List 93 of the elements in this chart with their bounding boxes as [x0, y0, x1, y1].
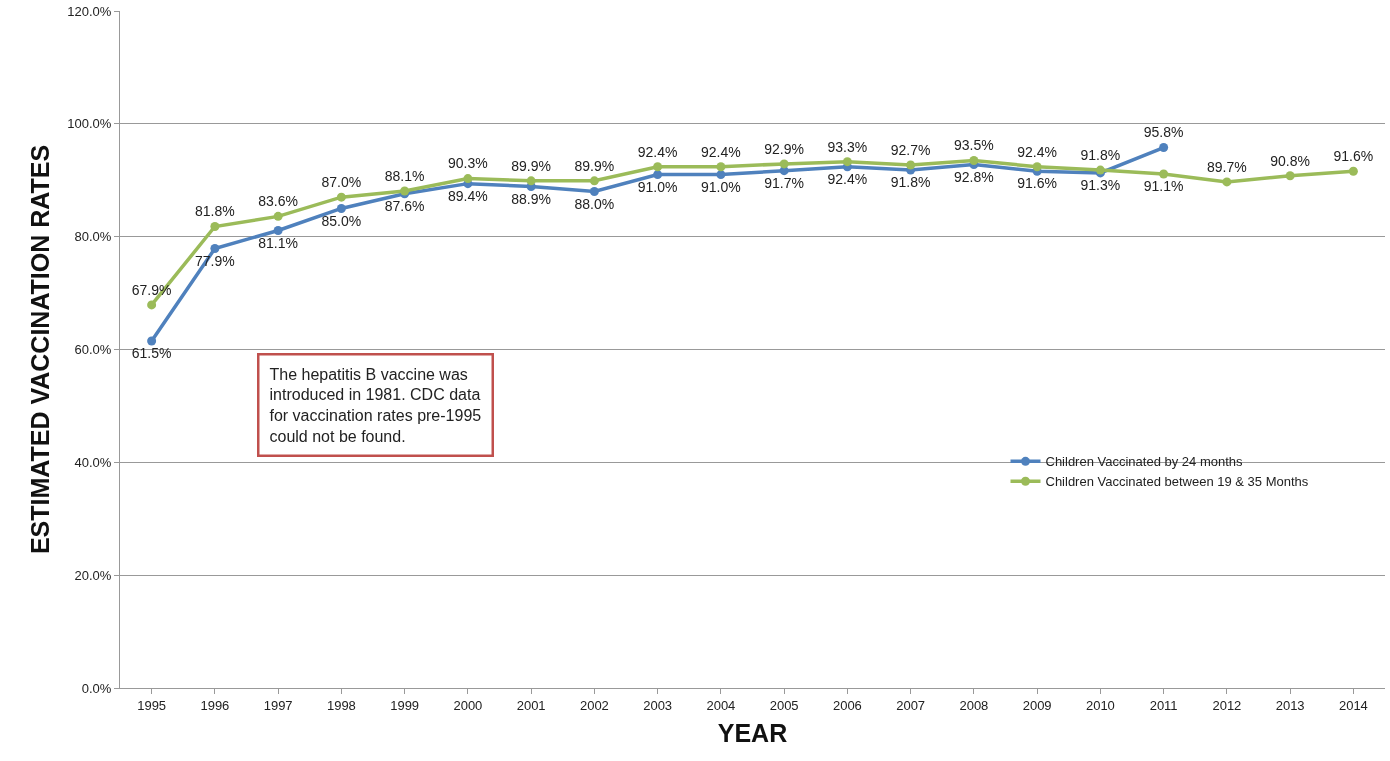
y-tick-label: 100.0%: [67, 116, 112, 132]
legend-label: Children Vaccinated between 19 & 35 Months: [1045, 474, 1309, 490]
x-tick-label: 2007: [896, 697, 926, 713]
data-label: 89.9%: [511, 157, 551, 174]
point: [906, 160, 916, 170]
point: [147, 300, 157, 310]
data-label: 92.4%: [827, 170, 868, 187]
x-tick-label: 2009: [1022, 697, 1052, 713]
data-label: 92.7%: [890, 141, 931, 158]
point: [653, 162, 663, 172]
x-tick-label: 2006: [832, 697, 862, 713]
data-label: 89.9%: [574, 157, 615, 174]
point: [336, 203, 346, 213]
data-label: 92.4%: [637, 143, 678, 160]
point: [653, 170, 663, 180]
point: [210, 222, 220, 232]
x-tick-label: 2011: [1149, 697, 1178, 713]
point: [842, 157, 852, 167]
point: [273, 225, 283, 235]
y-tick-label: 20.0%: [74, 567, 112, 583]
data-label: 88.1%: [384, 167, 425, 184]
x-tick-label: 1998: [326, 697, 356, 713]
data-label: 91.8%: [890, 174, 931, 191]
data-label: 95.8%: [1143, 124, 1184, 141]
x-tick-label: 1997: [263, 697, 293, 713]
data-label: 91.3%: [1080, 177, 1121, 194]
x-tick-label: 1996: [200, 697, 230, 713]
x-tick-label: 2014: [1338, 697, 1368, 713]
annotation: The hepatitis B vaccine was introduced in 1981. CDC data for vaccination rates pre-1995 could not be found.: [269, 365, 482, 445]
point: [273, 211, 283, 221]
point: [147, 336, 157, 346]
data-label: 92.4%: [701, 143, 741, 160]
data-label: 91.0%: [637, 178, 678, 195]
point: [716, 162, 726, 172]
x-tick-label: 2003: [643, 697, 673, 713]
point: [716, 170, 726, 180]
y-tick-label: 80.0%: [74, 229, 112, 245]
x-tick-label: 2008: [959, 697, 989, 713]
data-label: 85.0%: [321, 212, 362, 229]
y-tick-label: 0.0%: [81, 680, 112, 696]
data-label: 92.9%: [764, 140, 804, 157]
y-tick-label: 60.0%: [74, 342, 112, 358]
data-label: 61.5%: [131, 345, 172, 362]
data-label: 91.8%: [1080, 146, 1121, 163]
data-label: 83.6%: [258, 193, 298, 210]
data-label: 91.0%: [701, 178, 741, 195]
point: [1159, 143, 1169, 153]
data-label: 89.7%: [1207, 158, 1247, 175]
x-tick-label: 2013: [1275, 697, 1305, 713]
x-tick-label: 1999: [390, 697, 420, 713]
legend-label: Children Vaccinated by 24 months: [1045, 454, 1244, 470]
point: [1159, 169, 1169, 179]
y-axis-title: ESTIMATED VACCINATION RATES: [26, 144, 55, 555]
data-label: 87.6%: [384, 197, 425, 214]
x-tick-label: 2005: [769, 697, 799, 713]
data-label: 92.8%: [954, 168, 994, 185]
point: [589, 176, 599, 186]
x-tick-label: 2002: [579, 697, 609, 713]
data-label: 93.5%: [954, 137, 994, 154]
point: [526, 176, 536, 186]
data-label: 81.8%: [195, 203, 235, 220]
data-label: 92.4%: [1017, 143, 1057, 160]
point: [1285, 171, 1295, 181]
x-tick-label: 2001: [516, 697, 546, 713]
data-label: 91.6%: [1017, 175, 1057, 192]
point: [589, 187, 599, 197]
point: [1348, 166, 1358, 176]
x-tick-label: 2000: [453, 697, 483, 713]
data-label: 91.7%: [764, 174, 804, 191]
data-label: 89.4%: [448, 187, 488, 204]
point: [210, 244, 220, 254]
data-label: 91.1%: [1143, 178, 1184, 195]
y-tick-label: 120.0%: [67, 3, 112, 19]
point: [969, 156, 979, 165]
x-tick-label: 2010: [1085, 697, 1115, 713]
x-tick-label: 2012: [1212, 697, 1242, 713]
point: [463, 174, 473, 184]
x-tick-label: 1995: [137, 697, 167, 713]
data-label: 91.6%: [1333, 148, 1374, 165]
y-tick-label: 40.0%: [74, 454, 112, 470]
data-label: 88.0%: [574, 195, 615, 212]
data-label: 88.9%: [511, 190, 551, 207]
point: [336, 192, 346, 202]
data-label: 90.3%: [448, 155, 488, 172]
x-tick-label: 2004: [706, 697, 736, 713]
data-label: 87.0%: [321, 174, 362, 191]
data-label: 90.8%: [1270, 152, 1310, 169]
point: [779, 159, 789, 169]
point: [1222, 177, 1232, 187]
x-axis-title: YEAR: [717, 718, 788, 747]
point: [1032, 162, 1042, 172]
data-label: 81.1%: [258, 234, 298, 251]
data-label: 93.3%: [827, 138, 868, 155]
